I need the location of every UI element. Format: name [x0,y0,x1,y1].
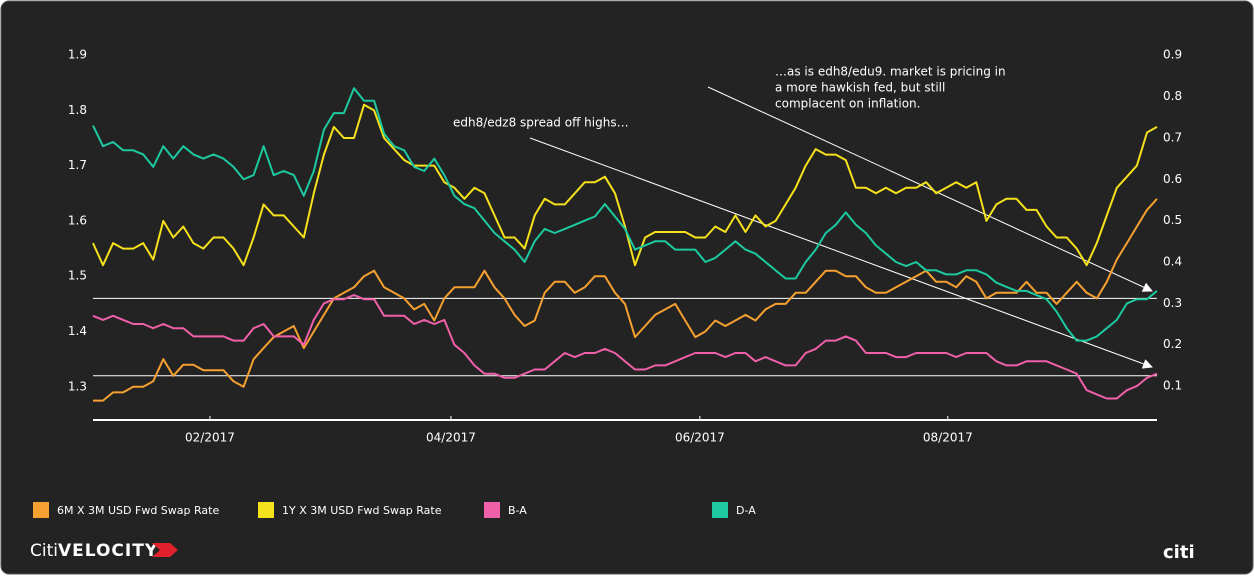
y2-tick-label: 0.9 [1163,48,1182,62]
y-tick-label: 1.8 [68,103,87,117]
x-tick-label: 02/2017 [185,431,235,445]
brand-chevron [152,543,178,557]
y2-tick-label: 0.5 [1163,213,1182,227]
y2-tick-label: 0.8 [1163,89,1182,103]
legend-label: 1Y X 3M USD Fwd Swap Rate [282,504,442,517]
legend-swatch [712,502,728,518]
brand: CitiVELOCITY [30,541,158,561]
brand-part: Citi [30,541,58,561]
x-tick-label: 08/2017 [923,431,973,445]
y2-tick-label: 0.7 [1163,130,1182,144]
y2-tick-label: 0.3 [1163,296,1182,310]
y2-tick-label: 0.1 [1163,379,1182,393]
annotation-arrow [707,86,1153,292]
y-tick-label: 1.6 [68,213,87,227]
y2-tick-label: 0.4 [1163,254,1182,268]
annotation: …as is edh8/edu9. market is pricing in [775,65,1006,79]
y-tick-label: 1.7 [68,158,87,172]
x-tick-label: 04/2017 [426,431,476,445]
y2-tick-label: 0.6 [1163,172,1182,186]
y2-tick-label: 0.2 [1163,337,1182,351]
legend-swatch [258,502,274,518]
series-line [92,87,1158,342]
x-tick-label: 06/2017 [675,431,725,445]
series-line [92,294,1158,400]
y-tick-label: 1.3 [68,379,87,393]
series-line [92,103,1158,267]
y-tick-label: 1.9 [68,48,87,62]
annotation-arrow [529,137,1153,369]
series-line [93,198,1158,402]
brand-part: VELOCITY [58,541,158,561]
annotation: edh8/edz8 spread off highs… [453,116,629,130]
legend-label: 6M X 3M USD Fwd Swap Rate [57,504,219,517]
annotation: complacent on inflation. [775,97,920,111]
logo: citi [1163,542,1195,563]
y-tick-label: 1.5 [68,269,87,283]
legend-swatch [484,502,500,518]
legend-label: D-A [736,504,756,517]
y-tick-label: 1.4 [68,324,87,338]
legend-label: B-A [508,504,527,517]
legend-swatch [33,502,49,518]
annotation: a more hawkish fed, but still [775,81,945,95]
